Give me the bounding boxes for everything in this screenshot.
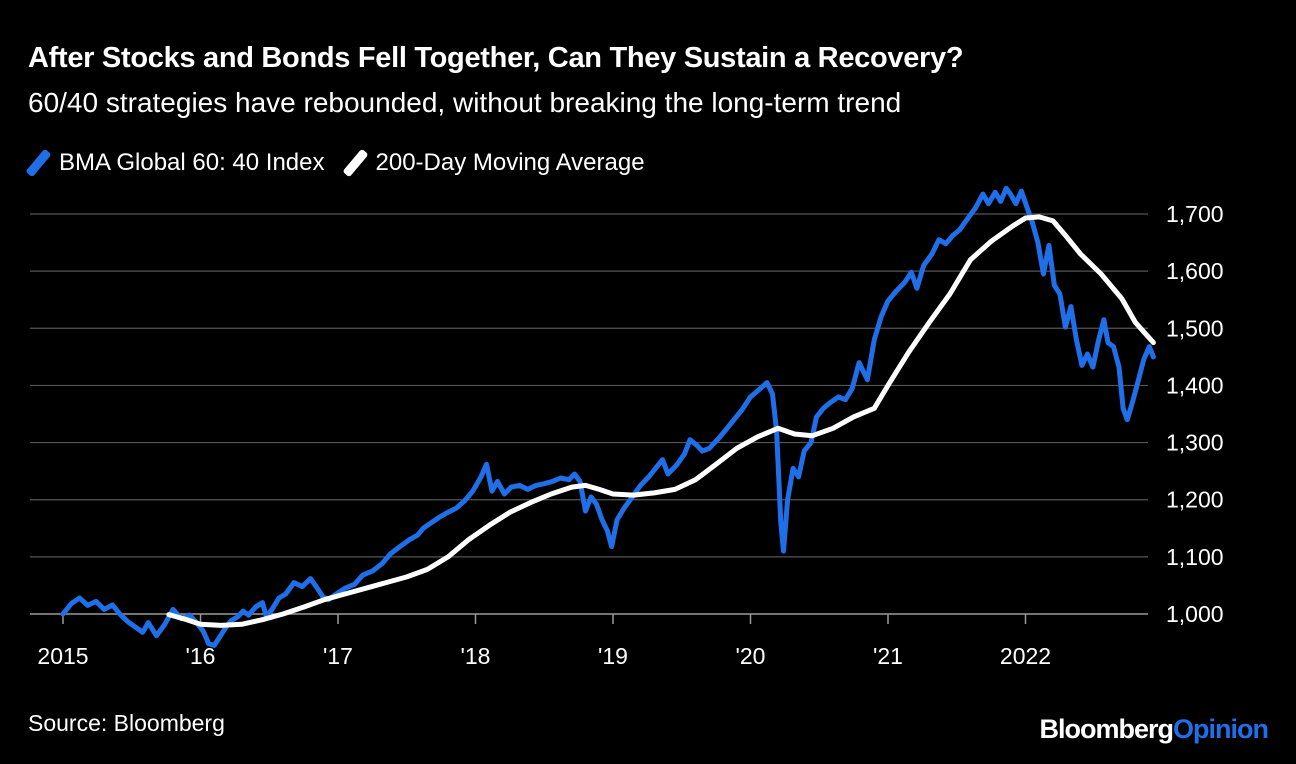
brand-logo-part1: Bloomberg	[1039, 714, 1175, 744]
source-note: Source: Bloomberg	[28, 710, 225, 736]
legend-item-moving-average: 200-Day Moving Average	[341, 148, 645, 178]
x-tick-label: 2022	[1000, 643, 1051, 669]
y-tick-label: 1,100	[1166, 544, 1224, 570]
x-tick-label: '21	[873, 643, 903, 669]
x-tick-label: '17	[323, 643, 353, 669]
legend-label-index: BMA Global 60: 40 Index	[59, 149, 325, 176]
series-line-index	[60, 185, 1156, 648]
y-tick-label: 1,000	[1166, 601, 1224, 627]
chart-title: After Stocks and Bonds Fell Together, Ca…	[28, 42, 964, 74]
chart-subtitle: 60/40 strategies have rebounded, without…	[28, 87, 902, 118]
y-tick-label: 1,300	[1166, 430, 1224, 456]
y-tick-label: 1,700	[1166, 201, 1224, 227]
brand-logo-part2: Opinion	[1173, 714, 1269, 744]
y-tick-label: 1,400	[1166, 372, 1224, 398]
y-tick-label: 1,200	[1166, 487, 1224, 513]
y-tick-label: 1,600	[1166, 258, 1224, 284]
legend-item-index: BMA Global 60: 40 Index	[25, 148, 325, 178]
y-tick-label: 1,500	[1166, 315, 1224, 341]
legend-label-moving-average: 200-Day Moving Average	[375, 149, 645, 176]
series-line-moving-average	[166, 214, 1156, 628]
x-tick-label: '18	[461, 643, 491, 669]
x-tick-label: '19	[598, 643, 628, 669]
legend: BMA Global 60: 40 Index 200-Day Moving A…	[25, 148, 665, 178]
brand-logo: BloombergOpinion	[1040, 714, 1269, 745]
x-tick-label: '16	[186, 643, 216, 669]
x-tick-label: 2015	[37, 643, 88, 669]
x-tick-label: '20	[736, 643, 766, 669]
